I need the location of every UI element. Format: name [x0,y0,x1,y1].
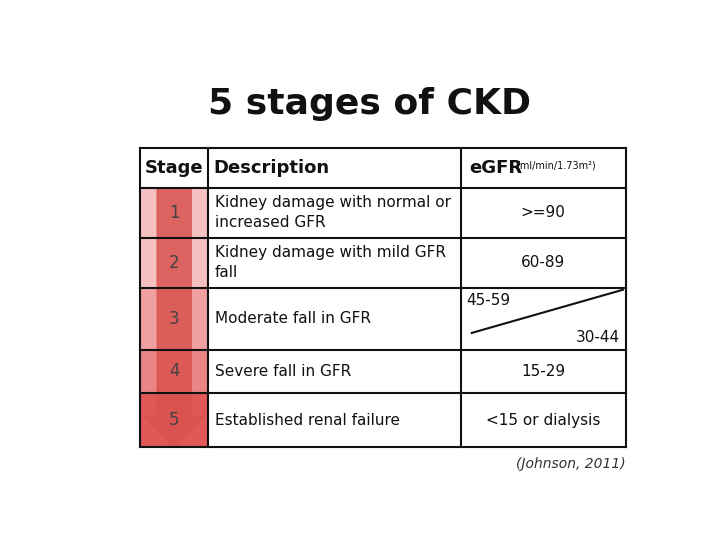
Text: 1: 1 [169,204,179,222]
Text: 2: 2 [169,254,179,272]
Bar [208,238,461,288]
Bar [461,394,626,447]
Text: 3: 3 [169,309,179,328]
Text: eGFR: eGFR [469,159,522,177]
Bar [140,394,208,447]
Text: 5 stages of CKD: 5 stages of CKD [207,87,531,122]
Text: Severe fall in GFR: Severe fall in GFR [215,364,351,379]
Text: 60-89: 60-89 [521,255,565,270]
Text: Kidney damage with normal or
increased GFR: Kidney damage with normal or increased G… [215,195,451,230]
Text: (ml/min/1.73m²): (ml/min/1.73m²) [516,161,596,171]
Bar [140,188,208,238]
Bar [208,188,461,238]
Bar [208,288,461,349]
Text: >=90: >=90 [521,205,566,220]
Bar [140,349,208,394]
Bar [208,349,461,394]
Text: Kidney damage with mild GFR
fall: Kidney damage with mild GFR fall [215,245,446,280]
Text: Stage: Stage [145,159,204,177]
Bar [461,349,626,394]
Text: 15-29: 15-29 [521,364,565,379]
Bar [140,148,626,188]
Text: <15 or dialysis: <15 or dialysis [486,413,600,428]
Text: Established renal failure: Established renal failure [215,413,400,428]
Text: Moderate fall in GFR: Moderate fall in GFR [215,311,371,326]
Text: Description: Description [214,159,330,177]
Text: 5: 5 [169,411,179,429]
Text: 30-44: 30-44 [576,330,620,346]
Bar [208,394,461,447]
Text: (Johnson, 2011): (Johnson, 2011) [516,457,626,471]
Bar [461,188,626,238]
Text: 45-59: 45-59 [467,293,510,308]
FancyArrow shape [143,188,204,447]
Bar [140,288,208,349]
Bar [140,238,208,288]
Bar [461,238,626,288]
Text: 4: 4 [169,362,179,381]
Bar [461,288,626,349]
